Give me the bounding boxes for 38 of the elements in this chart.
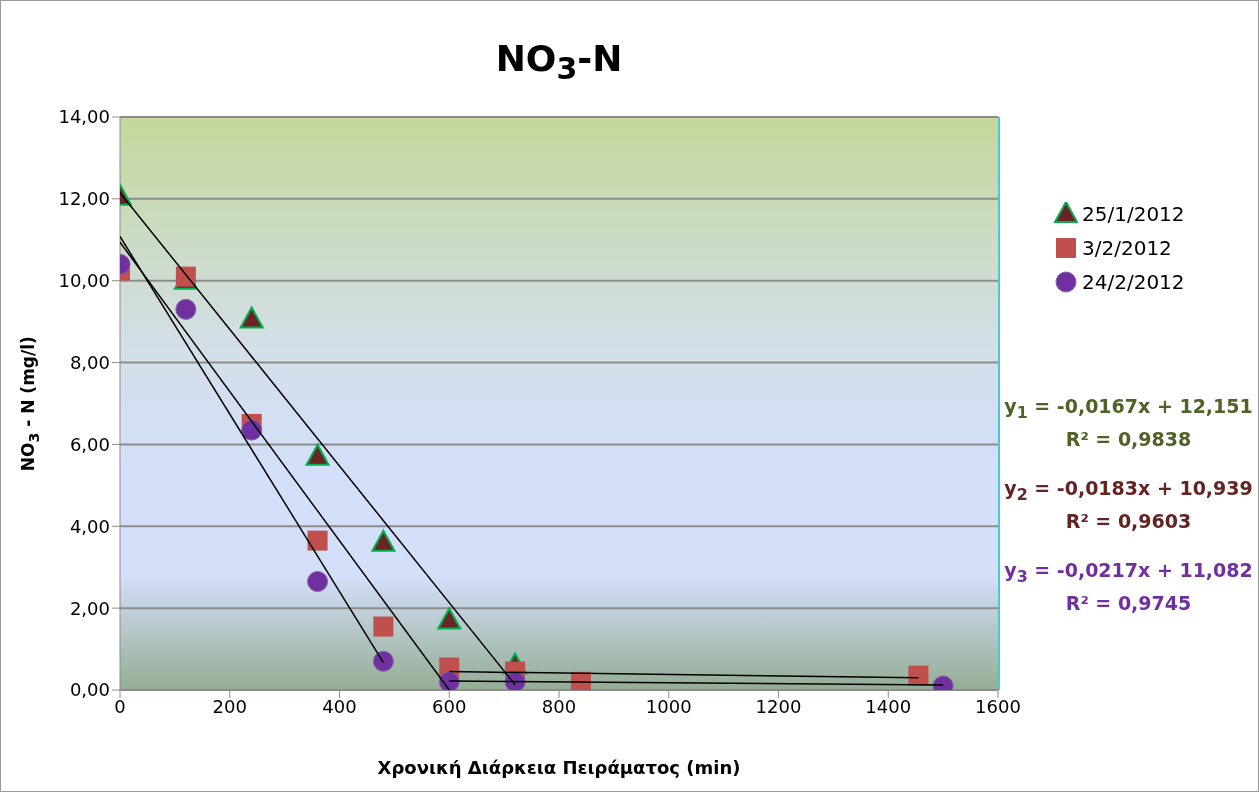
x-tick-label: 200 — [212, 695, 247, 717]
point — [372, 650, 394, 672]
y-tick-label: 12,00 — [58, 188, 110, 210]
text: R² = 0,9838 — [1064, 428, 1193, 450]
point — [371, 529, 396, 552]
y-tick-label: 14,00 — [58, 106, 110, 128]
y-tick-label: 4,00 — [69, 515, 110, 537]
text: R² = 0,9603 — [1064, 510, 1193, 532]
point — [373, 616, 394, 637]
y-tick-label: 6,00 — [69, 433, 110, 455]
x-tick-label: 600 — [432, 695, 467, 717]
text: y$_{1}$ = -0,0167x + 12,151 — [1003, 395, 1254, 422]
y-tick-label: 8,00 — [69, 351, 110, 373]
point — [305, 443, 330, 466]
legend-label: 25/1/2012 — [1082, 202, 1185, 226]
y-tick-label: 2,00 — [69, 597, 110, 619]
x-tick-label: 1200 — [755, 695, 802, 717]
x-tick-label: 0 — [114, 695, 126, 717]
point — [437, 607, 462, 630]
x-axis-title: Χρονική Διάρκεια Πειράματος (min) — [376, 757, 742, 778]
point — [307, 571, 329, 593]
y-tick-label: 0,00 — [69, 679, 110, 701]
legend-label: 24/2/2012 — [1082, 270, 1185, 294]
text: y$_{3}$ = -0,0217x + 11,082 — [1003, 559, 1254, 586]
point — [241, 419, 263, 441]
x-tick-label: 1000 — [645, 695, 692, 717]
x-tick-label: 1600 — [975, 695, 1021, 717]
x-tick-label: 800 — [541, 695, 577, 717]
x-tick-label: 400 — [322, 695, 357, 717]
y-tick-label: 10,00 — [58, 270, 110, 292]
text: R² = 0,9745 — [1064, 592, 1193, 614]
point — [175, 298, 197, 320]
point — [307, 530, 328, 551]
chart-title: NO$_{3}$-N — [494, 38, 624, 87]
point — [239, 306, 264, 329]
legend-label: 3/2/2012 — [1082, 236, 1172, 260]
x-tick-label: 1400 — [865, 695, 912, 717]
text: y$_{2}$ = -0,0183x + 10,939 — [1003, 477, 1254, 504]
